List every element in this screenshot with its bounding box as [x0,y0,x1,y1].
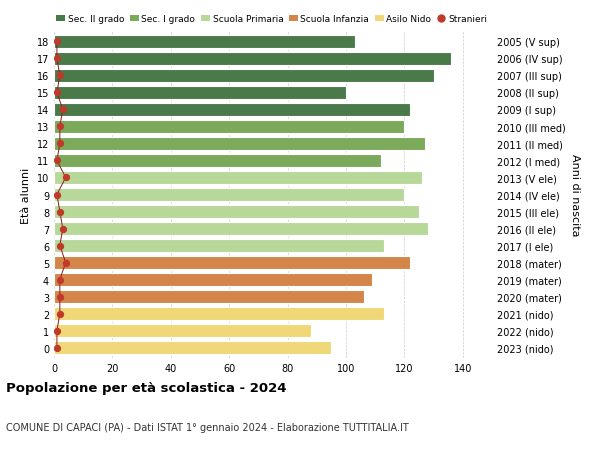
Legend: Sec. II grado, Sec. I grado, Scuola Primaria, Scuola Infanzia, Asilo Nido, Stran: Sec. II grado, Sec. I grado, Scuola Prim… [56,16,487,24]
Bar [54,171,422,185]
Bar [54,188,404,202]
Bar [54,103,410,117]
Bar [54,205,419,219]
Point [61,174,70,182]
Point [55,73,65,80]
Point [52,56,62,63]
Point [55,310,65,318]
Bar [54,341,331,355]
Text: COMUNE DI CAPACI (PA) - Dati ISTAT 1° gennaio 2024 - Elaborazione TUTTITALIA.IT: COMUNE DI CAPACI (PA) - Dati ISTAT 1° ge… [6,422,409,432]
Bar [54,86,346,100]
Bar [54,120,404,134]
Bar [54,307,384,321]
Bar [54,137,425,151]
Bar [54,273,372,287]
Point [61,259,70,267]
Bar [54,256,410,270]
Bar [54,69,434,83]
Point [58,225,68,233]
Point [52,39,62,46]
Bar [54,239,384,253]
Bar [54,290,364,304]
Y-axis label: Età alunni: Età alunni [21,167,31,223]
Point [58,106,68,114]
Point [55,123,65,131]
Point [52,157,62,165]
Point [52,344,62,352]
Point [52,191,62,199]
Bar [54,52,451,66]
Bar [54,222,428,236]
Bar [54,154,381,168]
Bar [54,324,311,338]
Point [52,327,62,335]
Point [52,90,62,97]
Y-axis label: Anni di nascita: Anni di nascita [569,154,580,236]
Point [55,242,65,250]
Point [55,208,65,216]
Point [55,293,65,301]
Point [55,276,65,284]
Bar [54,35,355,49]
Point [55,140,65,148]
Text: Popolazione per età scolastica - 2024: Popolazione per età scolastica - 2024 [6,381,287,394]
